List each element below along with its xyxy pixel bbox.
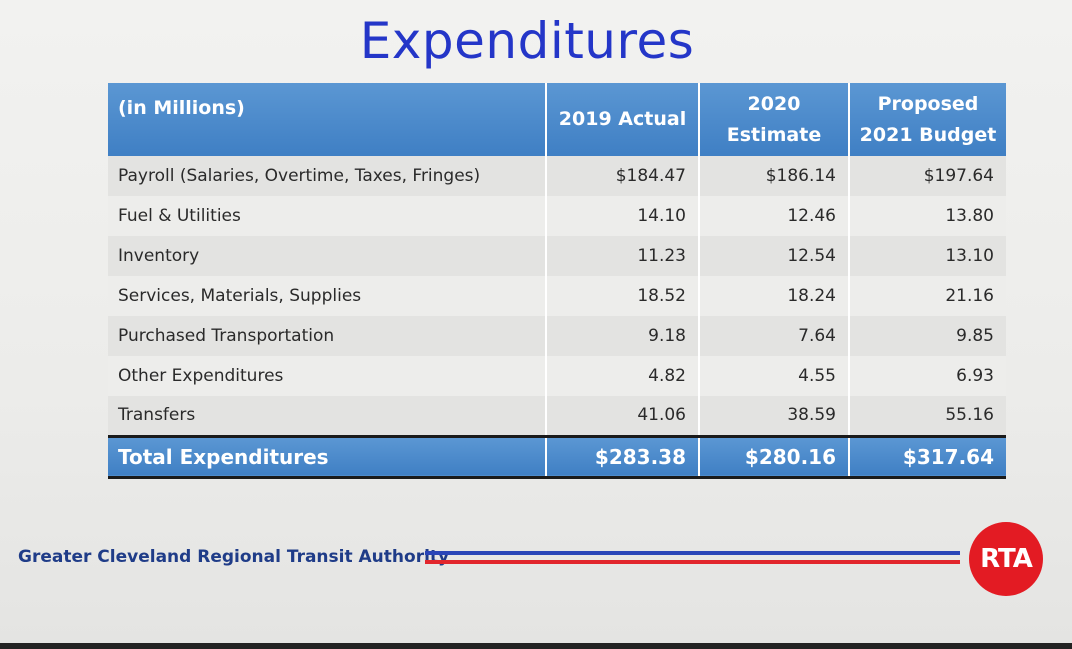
rta-logo: RTA	[969, 522, 1043, 596]
cell-2019: 14.10	[546, 196, 700, 236]
row-label: Transfers	[108, 396, 547, 436]
row-label: Purchased Transportation	[108, 316, 547, 356]
table-row: Fuel & Utilities 14.10 12.46 13.80	[108, 196, 1006, 236]
cell-2019: 18.52	[546, 276, 700, 316]
footer-stripe-blue	[425, 551, 960, 555]
row-label: Inventory	[108, 236, 547, 276]
total-row: Total Expenditures $283.38 $280.16 $317.…	[108, 434, 1006, 479]
cell-2021: $197.64	[849, 156, 1006, 196]
table-row: Other Expenditures 4.82 4.55 6.93	[108, 356, 1006, 396]
cell-2019: 11.23	[546, 236, 700, 276]
table-row: Services, Materials, Supplies 18.52 18.2…	[108, 276, 1006, 316]
row-label: Fuel & Utilities	[108, 196, 547, 236]
total-2021: $317.64	[849, 434, 1006, 479]
cell-2019: 9.18	[546, 316, 700, 356]
expenditures-table: (in Millions) 2019 Actual 2020 Estimate …	[108, 83, 1006, 479]
row-label: Other Expenditures	[108, 356, 547, 396]
table-header-row: (in Millions) 2019 Actual 2020 Estimate …	[108, 83, 1006, 156]
header-2019-actual: 2019 Actual	[546, 83, 700, 156]
cell-2021: 13.10	[849, 236, 1006, 276]
row-label: Payroll (Salaries, Overtime, Taxes, Frin…	[108, 156, 547, 196]
header-2020-estimate: 2020 Estimate	[699, 83, 850, 156]
cell-2021: 6.93	[849, 356, 1006, 396]
cell-2020: 4.55	[699, 356, 850, 396]
table-row: Payroll (Salaries, Overtime, Taxes, Frin…	[108, 156, 1006, 196]
cell-2020: 12.46	[699, 196, 850, 236]
header-2021-line2: 2021 Budget	[859, 123, 997, 146]
cell-2019: 4.82	[546, 356, 700, 396]
rta-logo-text: RTA	[980, 544, 1033, 574]
bottom-edge-bar	[0, 643, 1072, 649]
cell-2019: $184.47	[546, 156, 700, 196]
cell-2021: 21.16	[849, 276, 1006, 316]
header-2020-line1: 2020	[747, 92, 801, 115]
cell-2020: 18.24	[699, 276, 850, 316]
organization-name: Greater Cleveland Regional Transit Autho…	[18, 547, 450, 567]
header-2021-line1: Proposed	[877, 92, 979, 115]
cell-2021: 55.16	[849, 396, 1006, 436]
table-row: Transfers 41.06 38.59 55.16	[108, 396, 1006, 436]
cell-2021: 13.80	[849, 196, 1006, 236]
total-2020: $280.16	[699, 434, 850, 479]
cell-2020: 12.54	[699, 236, 850, 276]
total-label: Total Expenditures	[108, 434, 547, 479]
cell-2020: $186.14	[699, 156, 850, 196]
header-units: (in Millions)	[108, 83, 547, 156]
cell-2020: 7.64	[699, 316, 850, 356]
total-2019: $283.38	[546, 434, 700, 479]
table-row: Inventory 11.23 12.54 13.10	[108, 236, 1006, 276]
cell-2021: 9.85	[849, 316, 1006, 356]
cell-2019: 41.06	[546, 396, 700, 436]
row-label: Services, Materials, Supplies	[108, 276, 547, 316]
cell-2020: 38.59	[699, 396, 850, 436]
header-2020-line2: Estimate	[726, 123, 822, 146]
header-2021-budget: Proposed 2021 Budget	[849, 83, 1006, 156]
slide-title: Expenditures	[359, 12, 695, 70]
table-row: Purchased Transportation 9.18 7.64 9.85	[108, 316, 1006, 356]
footer-stripe-red	[425, 560, 960, 564]
